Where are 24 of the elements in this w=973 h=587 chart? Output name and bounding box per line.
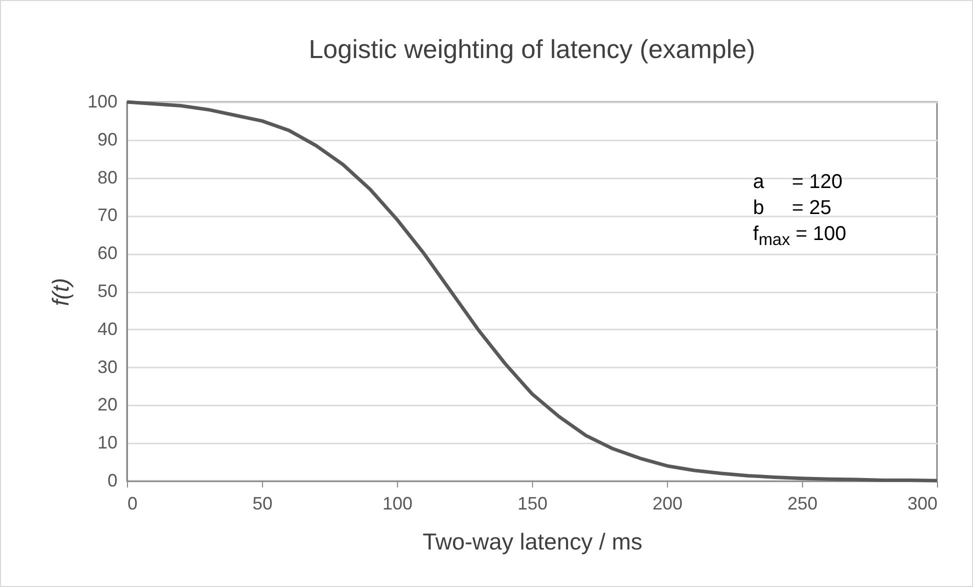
y-tick-label: 100	[87, 92, 118, 112]
y-tick-label: 70	[97, 205, 118, 226]
y-axis-title: f(t)	[47, 278, 74, 306]
y-tick-label: 30	[97, 356, 118, 377]
x-tick-label: 50	[252, 494, 273, 514]
annotation: f$_{max}$ = 100	[753, 222, 846, 251]
y-tick-label: 80	[97, 167, 118, 188]
chart-title: Logistic weighting of latency (example)	[308, 34, 756, 64]
y-tick-label: 10	[97, 432, 118, 453]
x-tick-label: 100	[382, 494, 413, 514]
x-tick-label: 200	[652, 494, 683, 514]
y-tick-label: 40	[97, 318, 118, 339]
y-tick-label: 90	[97, 129, 118, 150]
y-tick-label: 0	[107, 470, 118, 490]
annotation: a = 120	[753, 170, 844, 195]
x-tick-label: 250	[787, 494, 818, 514]
x-tick-label: 150	[517, 494, 548, 514]
x-tick-label: 0	[128, 494, 138, 514]
y-tick-label: 50	[97, 281, 118, 301]
annotation: b = 25	[753, 196, 832, 221]
x-tick-label: 300	[907, 494, 938, 514]
x-axis-title: Two-way latency / ms	[422, 528, 642, 554]
y-tick-label: 60	[97, 243, 118, 264]
y-tick-label: 20	[97, 394, 118, 415]
